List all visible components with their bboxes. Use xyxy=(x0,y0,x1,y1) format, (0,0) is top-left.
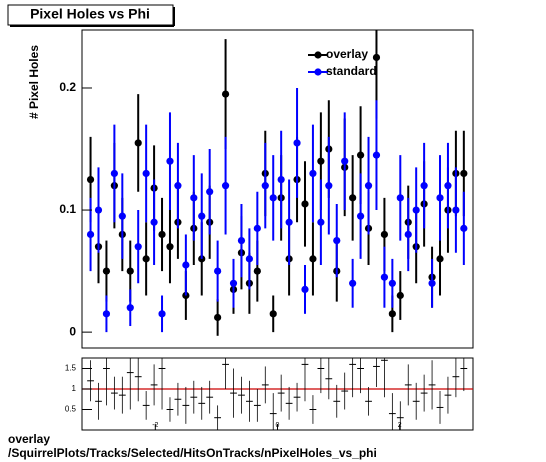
point xyxy=(388,310,396,318)
point xyxy=(364,182,373,190)
point xyxy=(174,182,182,190)
point xyxy=(380,230,389,239)
point xyxy=(214,313,222,322)
point xyxy=(253,224,261,232)
point xyxy=(166,157,174,165)
ratio-frame xyxy=(81,357,474,431)
caption: overlay xyxy=(8,432,50,446)
point xyxy=(309,169,317,178)
point xyxy=(372,53,381,62)
point xyxy=(134,139,142,147)
point xyxy=(325,182,333,190)
point xyxy=(301,200,309,208)
y-tick-label: 1.5 xyxy=(65,364,77,373)
point xyxy=(404,230,412,239)
point xyxy=(428,279,436,287)
point xyxy=(269,194,277,202)
point xyxy=(237,236,246,245)
point xyxy=(126,267,134,275)
point xyxy=(436,255,444,263)
point xyxy=(317,157,325,165)
point xyxy=(309,255,317,263)
y-tick-label: 0.1 xyxy=(59,202,76,216)
point xyxy=(285,218,293,226)
point xyxy=(229,279,238,287)
point xyxy=(245,255,253,263)
point xyxy=(158,230,166,239)
y-tick-label: 0 xyxy=(69,324,76,338)
point xyxy=(452,206,460,214)
point xyxy=(356,212,365,220)
legend-label: standard xyxy=(326,64,377,78)
x-tick-label: 0 xyxy=(276,422,280,429)
point xyxy=(182,261,190,269)
point xyxy=(86,230,95,239)
point xyxy=(460,224,468,232)
point xyxy=(269,310,277,318)
point xyxy=(372,151,381,159)
y-tick-label: 0.2 xyxy=(59,80,76,94)
plot-area xyxy=(86,30,468,336)
point xyxy=(356,151,365,159)
point xyxy=(206,188,214,196)
point xyxy=(118,212,126,220)
point xyxy=(102,267,111,275)
point xyxy=(166,243,174,251)
point xyxy=(86,175,95,184)
caption: /SquirrelPlots/Tracks/Selected/HitsOnTra… xyxy=(8,446,377,460)
point xyxy=(460,169,468,178)
point xyxy=(253,267,261,275)
point xyxy=(412,206,420,214)
point xyxy=(94,206,103,214)
point xyxy=(293,139,301,147)
x-tick-label: -2 xyxy=(152,422,158,429)
point xyxy=(190,194,198,202)
point xyxy=(444,182,452,190)
point xyxy=(380,273,389,281)
legend-marker xyxy=(314,51,322,59)
point xyxy=(388,279,396,287)
point xyxy=(158,310,166,318)
point xyxy=(317,218,325,226)
point xyxy=(221,182,230,190)
point xyxy=(198,212,206,220)
point xyxy=(134,243,142,251)
point xyxy=(396,291,404,300)
point xyxy=(102,310,111,318)
point xyxy=(142,255,150,263)
point xyxy=(333,236,341,245)
legend-label: overlay xyxy=(326,47,368,61)
y-tick-label: 1 xyxy=(72,384,77,393)
point xyxy=(142,169,150,178)
point xyxy=(420,182,428,190)
chart-title: Pixel Holes vs Phi xyxy=(30,6,150,22)
y-tick-label: 0.5 xyxy=(65,405,77,414)
legend-marker xyxy=(314,68,322,76)
point xyxy=(349,279,357,287)
x-tick-label: 2 xyxy=(398,422,402,429)
point xyxy=(221,90,230,98)
point xyxy=(396,194,404,202)
plot-frame xyxy=(81,29,474,349)
point xyxy=(110,169,118,178)
point xyxy=(301,285,309,294)
point xyxy=(126,304,134,312)
point xyxy=(341,157,349,165)
point xyxy=(214,267,222,275)
point xyxy=(436,194,444,202)
y-axis-label: # Pixel Holes xyxy=(27,45,41,119)
plot-area xyxy=(82,358,473,430)
point xyxy=(277,175,285,184)
point xyxy=(150,218,158,226)
point xyxy=(261,182,269,190)
point xyxy=(349,194,357,202)
